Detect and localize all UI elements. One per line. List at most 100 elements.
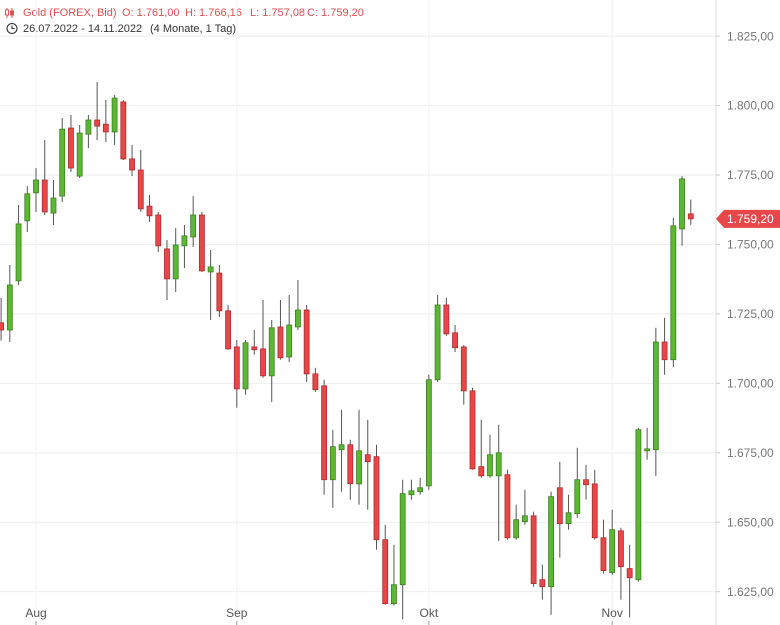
- candle: [373, 444, 380, 550]
- body: [277, 326, 284, 359]
- candle: [382, 524, 389, 605]
- candle: [129, 145, 135, 177]
- body: [460, 346, 467, 392]
- y-tick-label: 1.675,00: [727, 446, 774, 460]
- candle: [225, 305, 231, 350]
- x-tick-label: Okt: [420, 606, 439, 620]
- body: [347, 444, 354, 485]
- header: Gold (FOREX, Bid) O: 1.761,00 H: 1.766,1…: [5, 7, 364, 35]
- x-tick-label: Nov: [602, 606, 623, 620]
- x-tick-label: Aug: [25, 606, 46, 620]
- candle: [635, 427, 642, 582]
- candle: [626, 544, 633, 618]
- body: [68, 127, 74, 169]
- body: [425, 379, 432, 487]
- body: [495, 452, 502, 477]
- body: [556, 487, 563, 525]
- candle: [522, 489, 528, 525]
- body: [434, 304, 441, 381]
- price-tag-label: 1.759,20: [727, 212, 774, 226]
- body: [679, 178, 685, 230]
- body: [338, 444, 345, 451]
- candle: [687, 199, 694, 225]
- candle: [583, 464, 589, 500]
- candle: [286, 295, 293, 362]
- candle: [469, 387, 476, 470]
- candle: [268, 320, 275, 402]
- candle: [6, 265, 13, 342]
- body: [391, 584, 397, 605]
- body: [41, 179, 48, 213]
- candle: [198, 211, 205, 272]
- candle: [242, 340, 249, 395]
- body: [251, 346, 258, 351]
- candle: [487, 434, 493, 478]
- body: [478, 466, 485, 477]
- body: [242, 342, 249, 390]
- body: [591, 483, 598, 539]
- body: [233, 346, 240, 390]
- body: [129, 158, 135, 171]
- y-tick-label: 1.775,00: [727, 168, 774, 182]
- y-tick-label: 1.700,00: [727, 377, 774, 391]
- body: [417, 487, 424, 493]
- body: [94, 119, 101, 127]
- body: [539, 579, 546, 588]
- y-tick-label: 1.800,00: [727, 99, 774, 113]
- candle: [94, 81, 101, 140]
- candle: [321, 379, 328, 495]
- candle: [85, 115, 92, 149]
- body: [530, 515, 537, 585]
- body: [600, 537, 607, 571]
- candle: [295, 280, 301, 330]
- body: [164, 248, 170, 280]
- candle: [539, 564, 546, 600]
- body: [356, 450, 362, 485]
- candle-icon: [5, 8, 14, 18]
- date-range: 26.07.2022 - 14.11.2022: [23, 23, 142, 35]
- body: [172, 244, 179, 280]
- duration: (4 Monate, 1 Tag): [150, 23, 236, 35]
- candle: [233, 340, 240, 408]
- candle: [0, 297, 5, 341]
- body: [504, 474, 511, 539]
- candle: [591, 469, 598, 540]
- body: [0, 322, 5, 331]
- candle: [164, 240, 170, 300]
- candle: [391, 544, 397, 606]
- candle: [452, 325, 458, 352]
- body: [513, 519, 520, 539]
- body: [469, 390, 476, 470]
- candle: [609, 509, 616, 575]
- candle: [478, 419, 485, 478]
- candle: [504, 469, 511, 540]
- candle: [565, 494, 572, 530]
- candle: [155, 211, 162, 252]
- candle: [146, 195, 153, 222]
- body: [181, 235, 188, 247]
- candle: [260, 300, 266, 378]
- body: [120, 101, 127, 160]
- body: [15, 223, 22, 282]
- y-tick-label: 1.825,00: [727, 29, 774, 43]
- body: [652, 341, 659, 451]
- candle: [216, 265, 223, 317]
- body: [303, 309, 310, 375]
- candle: [530, 511, 537, 587]
- body: [399, 493, 406, 586]
- body: [644, 448, 651, 452]
- close-label: C: 1.759,20: [307, 7, 364, 19]
- body: [286, 324, 293, 358]
- candle: [111, 95, 118, 145]
- body: [198, 214, 205, 272]
- y-tick-label: 1.625,00: [727, 585, 774, 599]
- candle: [181, 225, 188, 269]
- candle: [277, 300, 284, 360]
- body: [268, 327, 275, 377]
- candle: [618, 527, 624, 600]
- candle: [59, 118, 66, 202]
- candle: [347, 439, 354, 500]
- body: [364, 454, 371, 463]
